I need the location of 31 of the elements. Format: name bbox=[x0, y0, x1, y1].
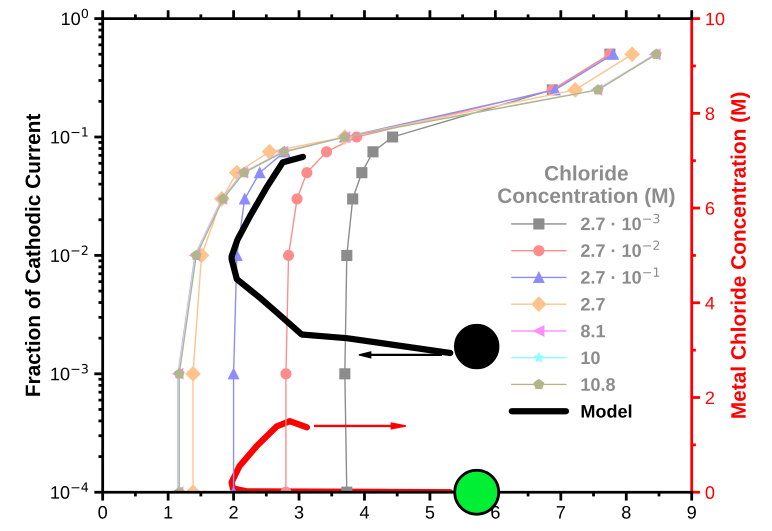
legend-label: 2.7 bbox=[581, 298, 605, 310]
y2-tick-label: 2 bbox=[706, 391, 714, 404]
x-tick-label: 9 bbox=[688, 506, 696, 519]
x-tick-label: 5 bbox=[426, 506, 434, 519]
x-tick-label: 0 bbox=[98, 506, 107, 519]
legend-label: 10 bbox=[582, 351, 600, 364]
y-tick-label: 10$^{−3}$ bbox=[51, 364, 88, 380]
legend-title: Chloride Concentration (M) bbox=[498, 165, 674, 208]
legend-label: 2.7 · 10$^{−1}$ bbox=[581, 267, 660, 284]
x-tick-label: 7 bbox=[556, 506, 565, 519]
legend-label: 8.1 bbox=[580, 324, 605, 338]
legend-label: 2.7 · 10$^{−2}$ bbox=[581, 240, 660, 258]
y2-tick-label: 10 bbox=[706, 12, 724, 26]
legend-label: Model bbox=[582, 404, 632, 418]
y-tick-label: 10$^{−2}$ bbox=[51, 246, 88, 262]
y-tick-label: 10$^{−4}$ bbox=[51, 482, 88, 499]
legend-label: 2.7 · 10$^{−3}$ bbox=[581, 214, 660, 230]
y2-tick-label: 0 bbox=[706, 486, 714, 499]
x-tick-label: 2 bbox=[229, 506, 238, 519]
y2-tick-label: 8 bbox=[706, 107, 714, 120]
x-tick-label: 8 bbox=[622, 506, 630, 519]
x-tick-label: 1 bbox=[164, 506, 172, 519]
y-axis-title: Fraction of Cathodic Current bbox=[24, 114, 40, 396]
x-tick-label: 4 bbox=[360, 506, 369, 519]
y2-tick-label: 4 bbox=[705, 296, 714, 310]
y2-tick-label: 6 bbox=[706, 202, 714, 215]
y-tick-label: 10$^{−1}$ bbox=[51, 127, 88, 144]
y2-axis-title: Metal Chloride Concentration (M) bbox=[730, 92, 750, 418]
legend-label: 10.8 bbox=[582, 378, 615, 391]
y-tick-label: 10$^{0}$ bbox=[62, 8, 88, 26]
x-tick-label: 3 bbox=[294, 506, 304, 519]
